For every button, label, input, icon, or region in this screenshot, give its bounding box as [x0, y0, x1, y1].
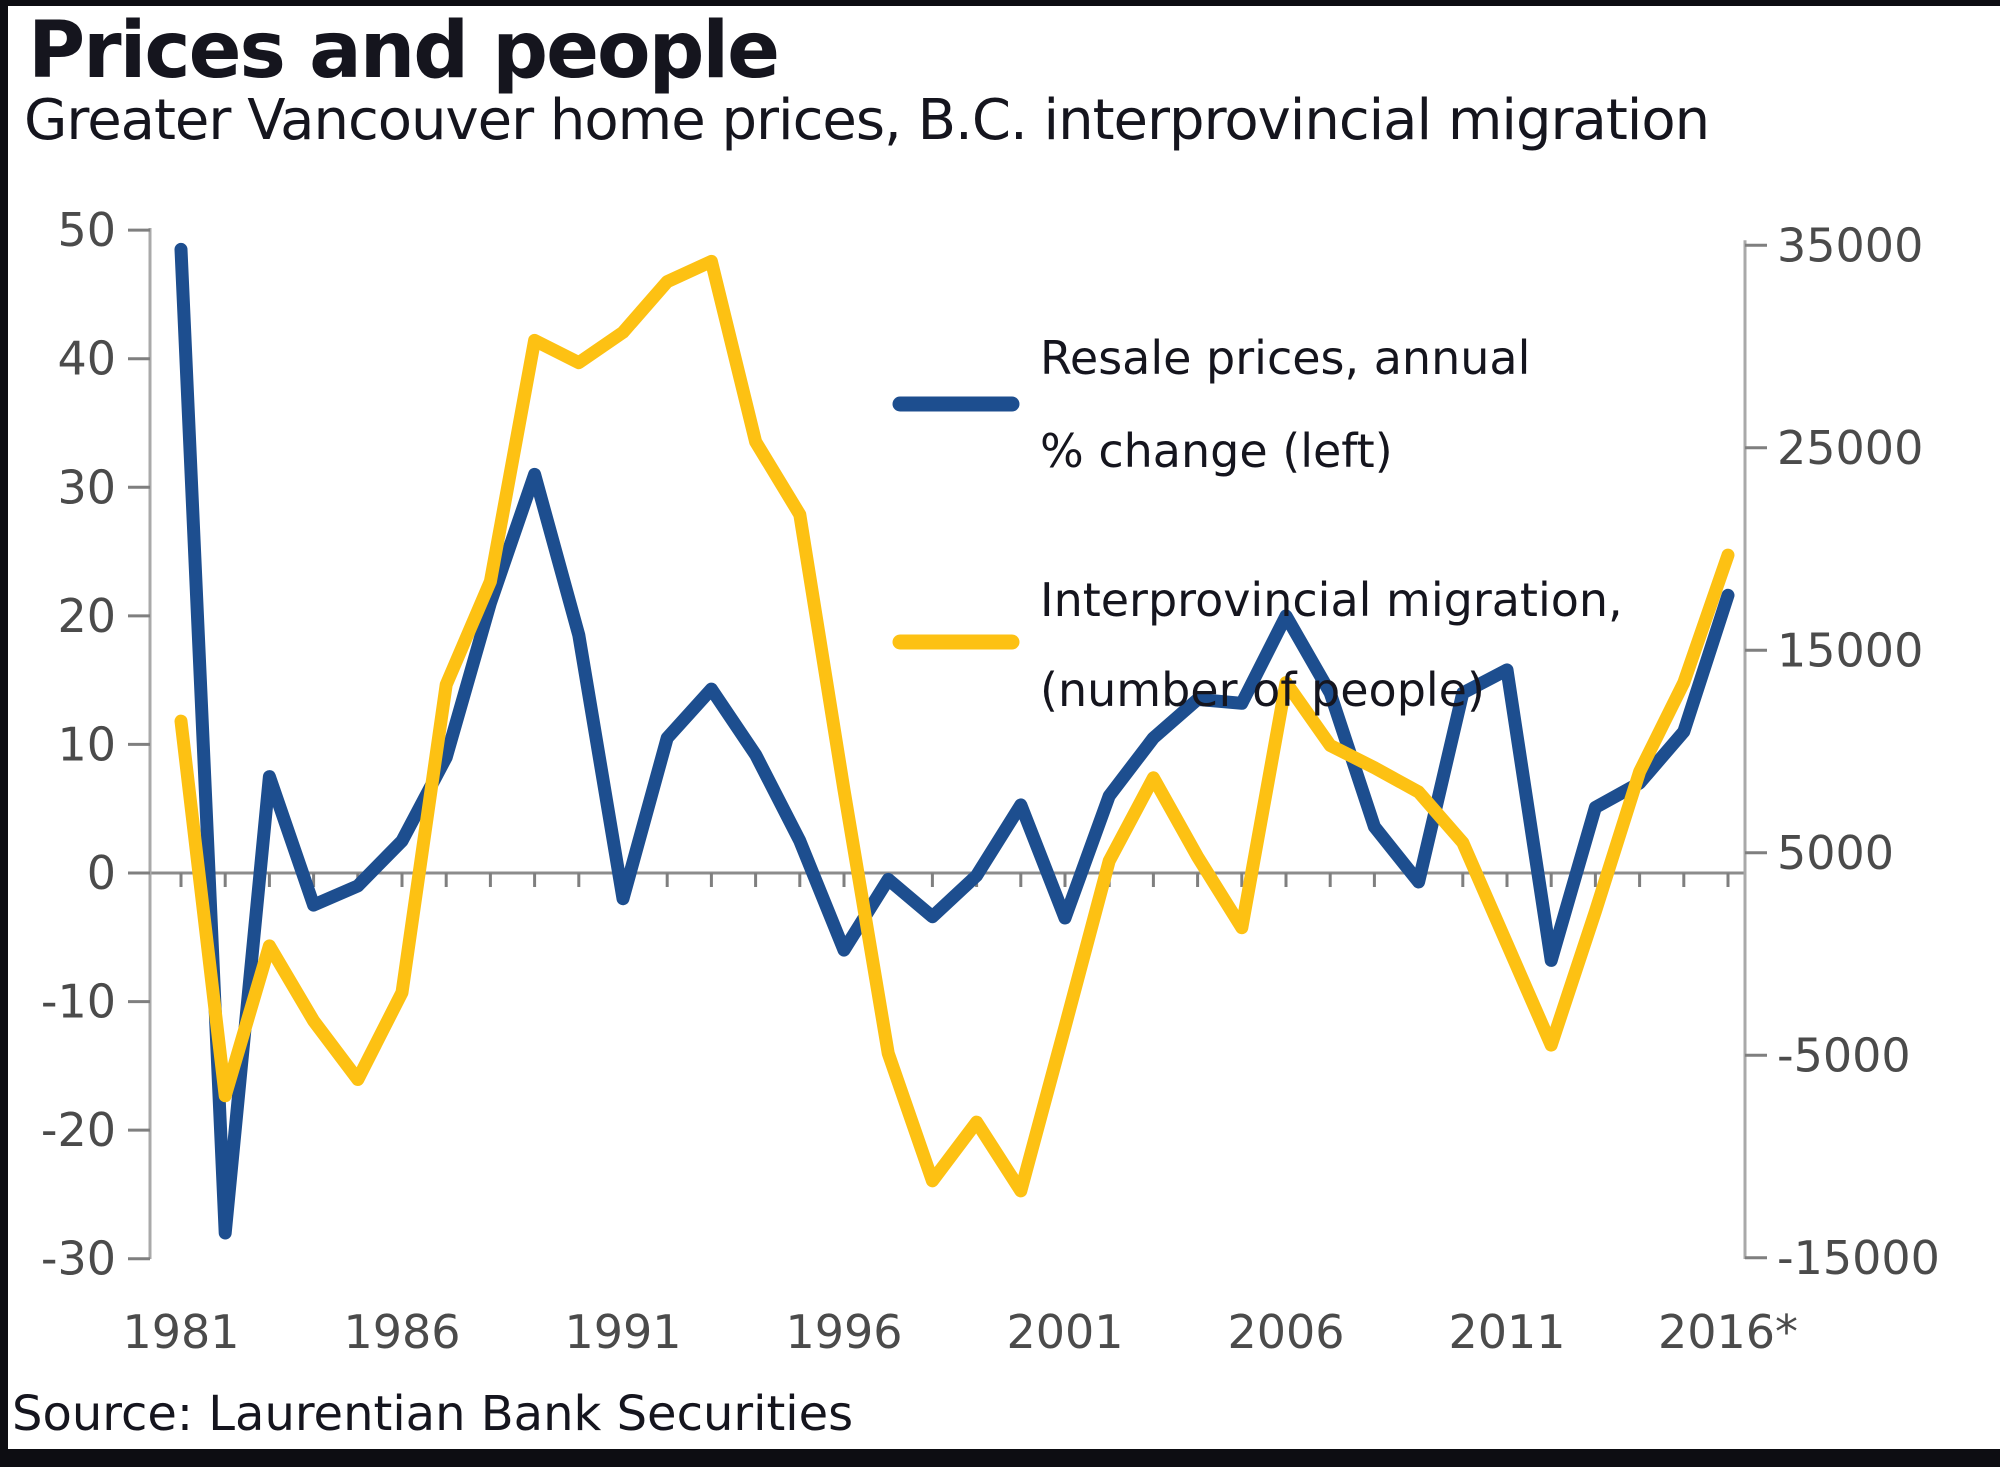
left-border [0, 0, 8, 1467]
y-left-tick-label: 20 [57, 589, 116, 643]
x-tick-label: 1996 [785, 1305, 902, 1359]
y-right-tick-label: -5000 [1777, 1028, 1911, 1082]
x-tick-label: 2011 [1448, 1305, 1565, 1359]
y-right-tick-label: 5000 [1777, 826, 1894, 880]
y-right-tick-label: 25000 [1777, 421, 1923, 475]
legend-label-resale-line1: Resale prices, annual [1040, 331, 1530, 385]
y-left-tick-label: 50 [57, 203, 116, 257]
top-border [0, 0, 2000, 6]
migration-line [174, 254, 1735, 1198]
y-left-tick-label: 10 [57, 717, 116, 771]
x-tick-label: 2006 [1227, 1305, 1344, 1359]
x-tick-label: 1986 [343, 1305, 460, 1359]
y-left-tick-label: -20 [41, 1103, 116, 1157]
y-left-tick-label: -10 [41, 975, 116, 1029]
y-right-tick-label: 35000 [1777, 218, 1923, 272]
x-tick-label: 1991 [564, 1305, 681, 1359]
bottom-border [0, 1449, 2000, 1467]
y-left-tick-label: 0 [87, 846, 116, 900]
y-left-tick-label: 40 [57, 332, 116, 386]
page-subtitle: Greater Vancouver home prices, B.C. inte… [24, 88, 1710, 153]
y-left-tick-label: 30 [57, 460, 116, 514]
x-tick-label: 2001 [1006, 1305, 1123, 1359]
x-tick-label: 1981 [122, 1305, 239, 1359]
legend-label-migration-line2: (number of people) [1040, 663, 1485, 717]
legend-label-migration-line1: Interprovincial migration, [1040, 573, 1623, 627]
y-right-tick-label: -15000 [1777, 1231, 1940, 1285]
legend-label-resale-line2: % change (left) [1040, 424, 1393, 478]
y-right-tick-label: 15000 [1777, 623, 1923, 677]
y-left-tick-label: -30 [41, 1232, 116, 1286]
source-note: Source: Laurentian Bank Securities [12, 1386, 854, 1442]
x-tick-label: 2016* [1658, 1305, 1798, 1359]
page-title: Prices and people [28, 6, 780, 96]
